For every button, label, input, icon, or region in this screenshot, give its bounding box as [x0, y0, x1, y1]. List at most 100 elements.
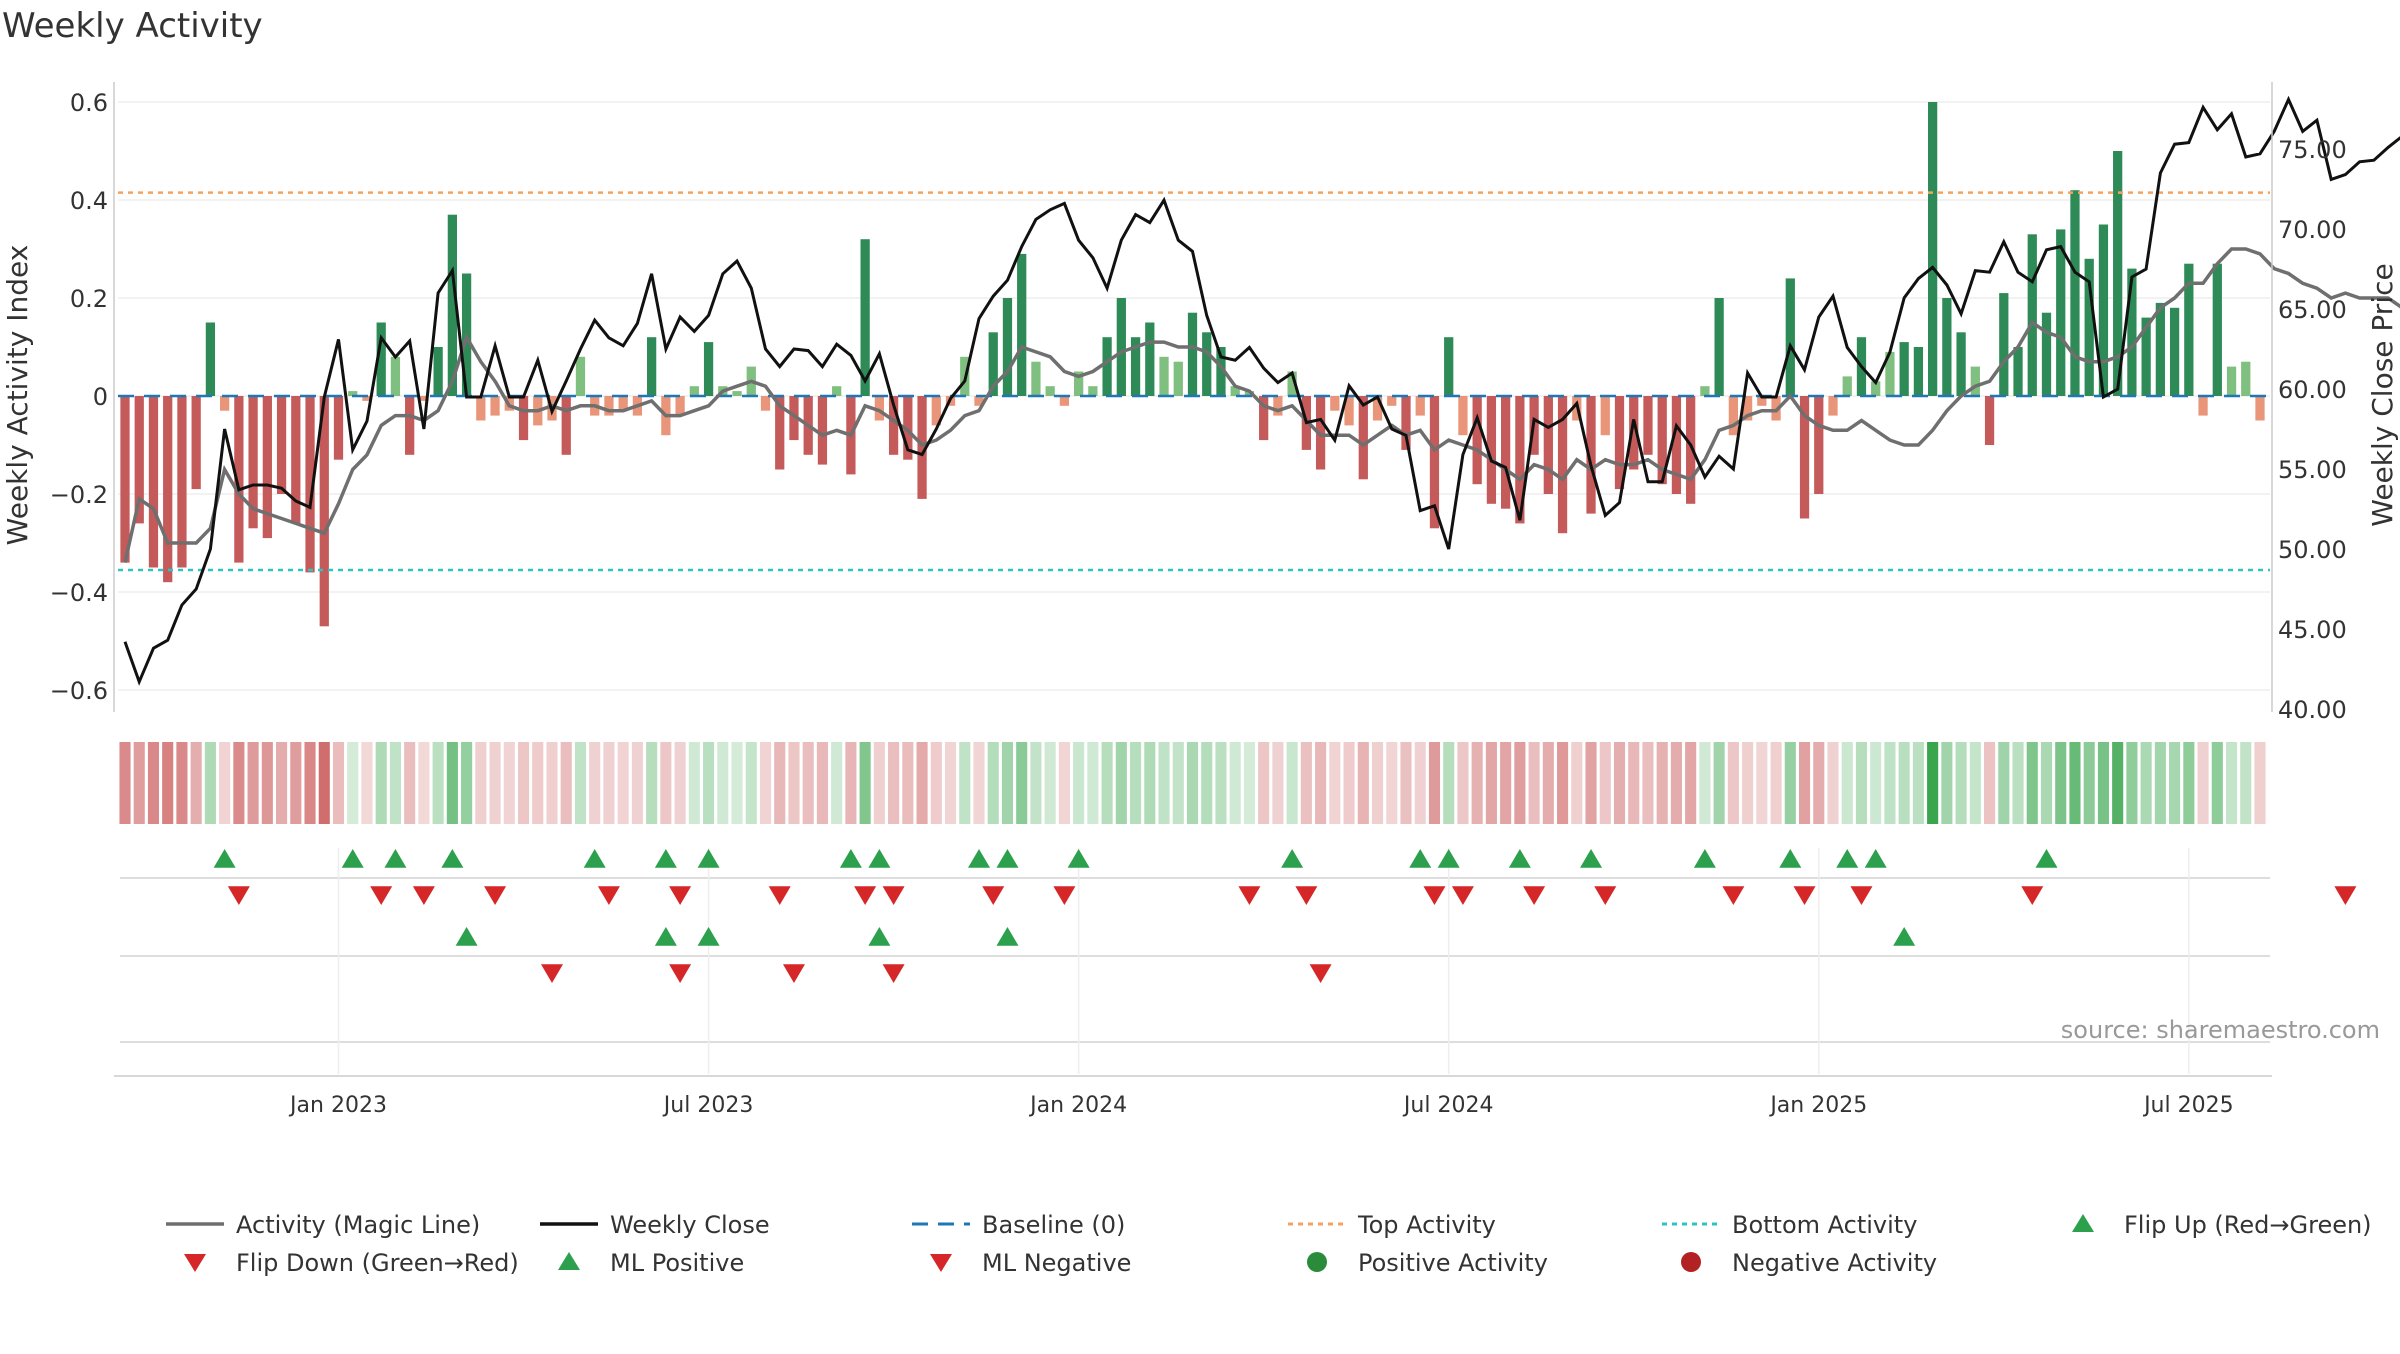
- y2-tick-label-7: 40.00: [2278, 696, 2347, 724]
- activity-bar-1: [134, 396, 144, 524]
- heat-cell-16: [347, 742, 359, 824]
- y-tick-label-5: −0.4: [50, 579, 108, 607]
- legend-label: Positive Activity: [1358, 1249, 1548, 1277]
- x-tick-label-2: Jan 2024: [1028, 1093, 1127, 1118]
- y2-tick-label-5: 50.00: [2278, 536, 2347, 564]
- legend-item-4: Bottom Activity: [1662, 1211, 1917, 1239]
- heat-cell-74: [1172, 742, 1184, 824]
- activity-bar-61: [988, 332, 998, 396]
- flip-down-marker-20: [2021, 886, 2044, 905]
- heat-cell-60: [973, 742, 985, 824]
- heat-cell-68: [1087, 742, 1099, 824]
- heat-cell-136: [2055, 742, 2067, 824]
- heat-cell-49: [816, 742, 828, 824]
- legend-label: Weekly Close: [610, 1211, 770, 1239]
- flip-up-marker-11: [1067, 849, 1090, 868]
- y-tick-label-0: 0.6: [70, 89, 108, 117]
- heat-cell-116: [1770, 742, 1782, 824]
- heat-cell-81: [1272, 742, 1284, 824]
- flip-down-marker-17: [1722, 886, 1745, 905]
- legend-item-10: Negative Activity: [1681, 1249, 1937, 1277]
- heat-cell-64: [1030, 742, 1042, 824]
- heat-cell-98: [1514, 742, 1526, 824]
- activity-bar-16: [348, 391, 358, 396]
- activity-bar-139: [2098, 224, 2109, 396]
- y-tick-label-6: −0.6: [50, 677, 108, 705]
- legend-label: Negative Activity: [1732, 1249, 1937, 1277]
- heat-cell-32: [574, 742, 587, 824]
- activity-bar-12: [291, 396, 301, 524]
- heat-cell-112: [1713, 742, 1725, 824]
- activity-bar-8: [234, 396, 244, 563]
- activity-bar-7: [220, 396, 230, 411]
- activity-bar-123: [1871, 381, 1881, 396]
- chart-title: Weekly Activity: [2, 6, 263, 46]
- activity-bar-150: [2255, 396, 2265, 421]
- ml-positive-marker-1: [654, 927, 677, 946]
- flip-down-marker-12: [1295, 886, 1318, 905]
- activity-bar-40: [689, 386, 699, 396]
- heat-cell-70: [1115, 742, 1127, 824]
- legend-item-2: Baseline (0): [912, 1211, 1125, 1239]
- activity-bar-121: [1842, 376, 1852, 396]
- heat-cell-46: [774, 742, 786, 824]
- heat-cell-148: [2225, 742, 2238, 824]
- x-tick-label-1: Jul 2023: [662, 1093, 754, 1118]
- activity-bar-45: [760, 396, 771, 411]
- activity-bar-93: [1444, 337, 1454, 396]
- flip-up-marker-7: [839, 849, 862, 868]
- y2-axis-label: Weekly Close Price: [2366, 263, 2399, 526]
- legend-label: ML Negative: [982, 1249, 1131, 1277]
- activity-bar-125: [1899, 342, 1909, 396]
- heat-cell-127: [1927, 742, 1939, 824]
- activity-bar-113: [1728, 396, 1738, 436]
- heat-cell-11: [276, 742, 288, 824]
- heat-cell-142: [2140, 742, 2152, 824]
- heat-cell-137: [2069, 742, 2081, 824]
- activity-bar-13: [305, 396, 315, 573]
- activity-bar-94: [1458, 396, 1468, 436]
- ml-positive-marker-0: [455, 927, 478, 946]
- heat-cell-50: [831, 742, 843, 824]
- activity-bar-89: [1387, 396, 1397, 406]
- heat-cell-117: [1784, 742, 1796, 824]
- flip-up-marker-12: [1281, 849, 1304, 868]
- legend-item-9: Positive Activity: [1307, 1249, 1548, 1277]
- heat-cell-96: [1485, 742, 1497, 824]
- flip-down-marker-21: [2334, 886, 2357, 905]
- activity-bar-56: [917, 396, 927, 499]
- activity-bar-2: [148, 396, 159, 568]
- flip-down-marker-6: [768, 886, 791, 905]
- activity-bar-136: [2056, 229, 2066, 396]
- heat-cell-106: [1628, 742, 1640, 824]
- activity-bar-132: [1999, 293, 2009, 396]
- flip-up-marker-15: [1508, 849, 1531, 868]
- heat-cell-17: [361, 742, 373, 824]
- heat-cell-107: [1642, 742, 1654, 824]
- heat-cell-87: [1357, 742, 1369, 824]
- activity-bar-66: [1059, 396, 1070, 406]
- activity-bar-10: [262, 396, 272, 539]
- activity-bar-141: [2127, 268, 2137, 396]
- heat-cell-86: [1343, 742, 1355, 824]
- flip-down-marker-16: [1594, 886, 1617, 905]
- flip-down-marker-9: [982, 886, 1005, 905]
- activity-bar-81: [1273, 396, 1283, 416]
- legend-item-6: Flip Down (Green→Red): [184, 1249, 519, 1277]
- legend-swatch-circle: [1681, 1252, 1701, 1272]
- heat-cell-35: [617, 742, 629, 824]
- heat-cell-18: [375, 742, 387, 824]
- activity-bar-9: [248, 396, 258, 529]
- activity-bar-77: [1216, 347, 1226, 396]
- activity-bar-88: [1372, 396, 1383, 421]
- y-tick-label-2: 0.2: [70, 285, 108, 313]
- heat-cell-24: [461, 742, 473, 824]
- activity-bar-67: [1074, 371, 1084, 396]
- legend-label: Baseline (0): [982, 1211, 1125, 1239]
- heat-cell-72: [1144, 742, 1156, 824]
- heat-cell-120: [1827, 742, 1839, 824]
- activity-bar-23: [447, 214, 457, 396]
- heat-cell-150: [2254, 742, 2266, 824]
- heat-cell-145: [2183, 742, 2195, 824]
- heat-cell-119: [1813, 742, 1825, 824]
